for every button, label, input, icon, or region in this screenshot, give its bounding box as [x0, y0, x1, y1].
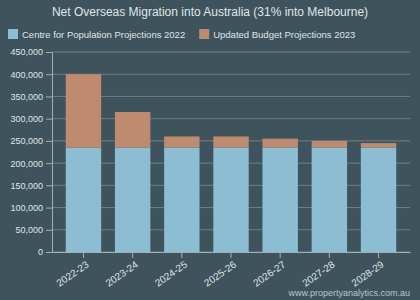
bar	[164, 148, 199, 252]
y-tick-mark	[46, 185, 52, 186]
y-tick: 50,000	[15, 225, 52, 235]
x-tick-label: 2024-25	[153, 258, 190, 288]
x-tick-label: 2025-26	[202, 258, 239, 288]
y-tick-label: 100,000	[10, 203, 43, 213]
bar	[361, 143, 396, 147]
y-tick: 100,000	[10, 203, 52, 213]
bar	[213, 136, 248, 147]
x-tick-label: 2027-28	[300, 258, 337, 288]
grid-line	[52, 96, 410, 97]
x-tick: 2028-29	[349, 252, 386, 289]
y-tick: 150,000	[10, 181, 52, 191]
legend-swatch	[8, 29, 18, 39]
x-tick-label: 2023-24	[104, 258, 141, 288]
x-tick: 2022-23	[54, 252, 91, 289]
bar-series	[66, 148, 396, 252]
bar	[66, 74, 101, 147]
grid-line	[52, 118, 410, 119]
y-tick-mark	[46, 163, 52, 164]
y-tick-label: 200,000	[10, 158, 43, 168]
bar	[213, 148, 248, 252]
bar-series	[66, 74, 396, 147]
annotation: www.propertyanalytics.com.au	[287, 288, 410, 298]
y-tick-mark	[46, 96, 52, 97]
y-tick-mark	[46, 74, 52, 75]
x-tick: 2025-26	[202, 252, 239, 289]
x-tick-label: 2028-29	[349, 258, 386, 288]
x-tick: 2024-25	[153, 252, 190, 289]
y-tick-label: 300,000	[10, 114, 43, 124]
y-tick: 450,000	[10, 47, 52, 57]
x-tick-mark	[378, 252, 379, 258]
legend-item: Centre for Population Projections 2022	[8, 29, 185, 40]
x-axis: 2022-23 2023-24 2024-25 2025-26 2026-27 2027-…	[53, 252, 411, 289]
x-tick-mark	[329, 252, 330, 258]
legend-label: Centre for Population Projections 2022	[22, 29, 185, 40]
bar	[115, 112, 150, 148]
y-tick: 350,000	[10, 92, 52, 102]
bar	[164, 136, 199, 147]
grid-line	[52, 52, 410, 53]
bar	[312, 141, 347, 148]
y-tick-mark	[46, 208, 52, 209]
title: Net Overseas Migration into Australia (3…	[52, 5, 368, 19]
y-tick: 200,000	[10, 158, 52, 168]
background	[0, 0, 420, 300]
y-axis-line	[52, 53, 53, 253]
y-tick-mark	[46, 52, 52, 53]
grid-line	[52, 74, 410, 75]
x-tick-mark	[83, 252, 84, 258]
bar	[262, 139, 297, 148]
y-tick-label: 400,000	[10, 70, 43, 80]
y-tick: 400,000	[10, 70, 52, 80]
x-tick: 2027-28	[300, 252, 337, 289]
x-tick-mark	[280, 252, 281, 258]
x-tick: 2026-27	[251, 252, 288, 289]
bar	[262, 148, 297, 252]
y-tick-label: 450,000	[10, 47, 43, 57]
y-tick-mark	[46, 252, 52, 253]
x-tick-label: 2022-23	[54, 258, 91, 288]
bar	[361, 148, 396, 252]
y-tick-label: 50,000	[15, 225, 43, 235]
x-tick-mark	[132, 252, 133, 258]
y-axis: 0 50,000 100,000 150,000 200,000 250,000 300,0…	[10, 47, 52, 257]
grid	[52, 52, 410, 252]
y-tick-label: 250,000	[10, 136, 43, 146]
bar	[115, 148, 150, 252]
legend: Centre for Population Projections 2022 Up…	[8, 29, 355, 40]
legend-label: Updated Budget Projections 2023	[213, 29, 355, 40]
y-tick-mark	[46, 119, 52, 120]
x-tick-mark	[231, 252, 232, 258]
x-tick-label: 2026-27	[251, 258, 288, 288]
y-tick: 300,000	[10, 114, 52, 124]
bars	[66, 74, 396, 252]
legend-item: Updated Budget Projections 2023	[199, 29, 355, 40]
bar	[312, 148, 347, 252]
y-tick-label: 350,000	[10, 92, 43, 102]
y-tick-label: 150,000	[10, 181, 43, 191]
y-tick-mark	[46, 141, 52, 142]
bar	[66, 148, 101, 252]
legend-swatch	[199, 29, 209, 39]
y-tick: 250,000	[10, 136, 52, 146]
chart: Net Overseas Migration into Australia (3…	[0, 0, 420, 300]
x-tick-mark	[181, 252, 182, 258]
y-tick: 0	[38, 247, 52, 257]
y-tick-mark	[46, 230, 52, 231]
y-tick-label: 0	[38, 247, 43, 257]
x-tick: 2023-24	[104, 252, 141, 289]
